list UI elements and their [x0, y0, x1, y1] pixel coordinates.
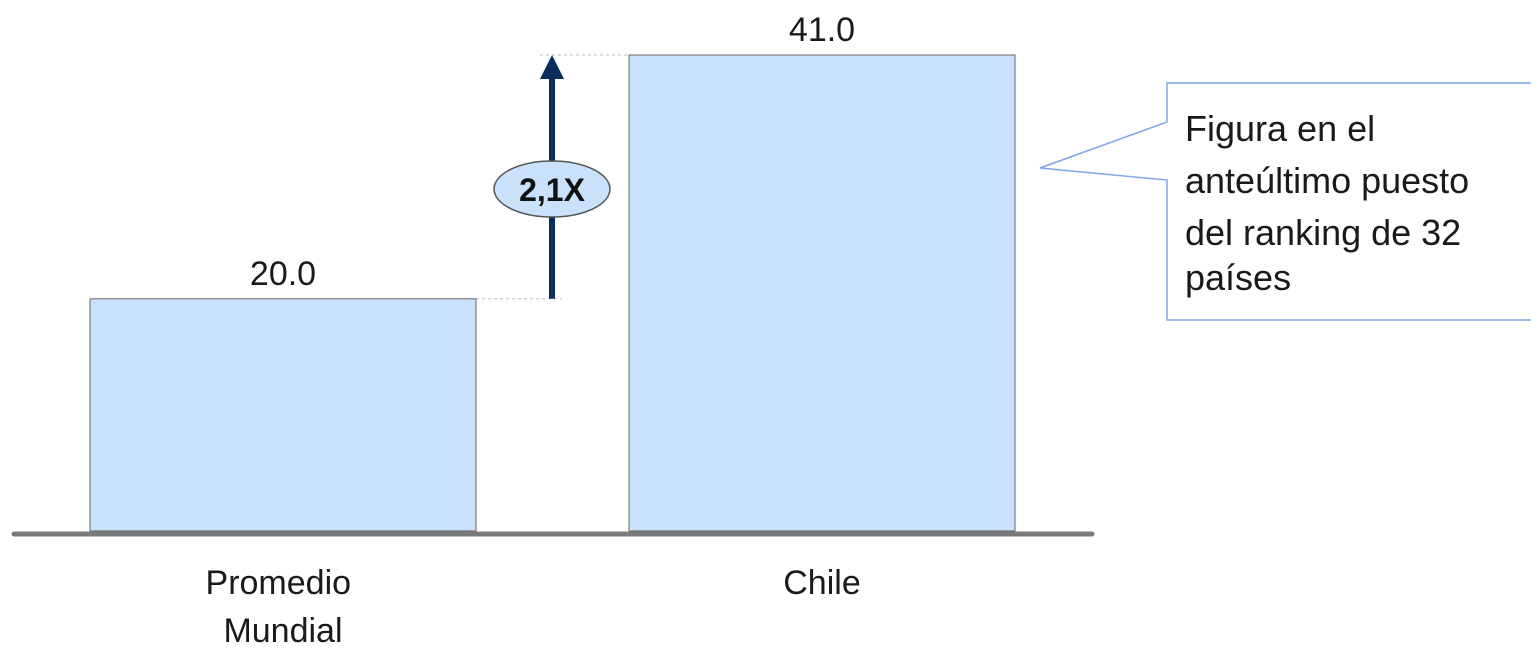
callout-text: Figura en el anteúltimo puesto del ranki… [1185, 108, 1479, 298]
tick-label-line: Chile [783, 564, 860, 602]
bar-promedio-mundial [89, 298, 477, 532]
callout-line: Figura en el [1185, 108, 1375, 149]
tick-label-line: Mundial [223, 612, 342, 648]
data-label-promedio-mundial: 20.0 [250, 255, 316, 293]
arrow-head-icon [540, 55, 564, 79]
tick-label-chile: Chile [783, 564, 860, 602]
callout-line: anteúltimo puesto [1185, 160, 1469, 201]
tick-label-promedio-mundial: Promedio Mundial [206, 564, 361, 648]
ratio-badge [493, 160, 611, 218]
bar-chile [628, 54, 1016, 532]
tick-label-line: Promedio [206, 564, 352, 602]
data-label-chile: 41.0 [789, 11, 855, 49]
ratio-label: 2,1X [519, 172, 585, 208]
callout-box [1039, 82, 1531, 321]
callout-line: del ranking de 32 [1185, 212, 1461, 253]
callout-line: países [1185, 257, 1291, 298]
